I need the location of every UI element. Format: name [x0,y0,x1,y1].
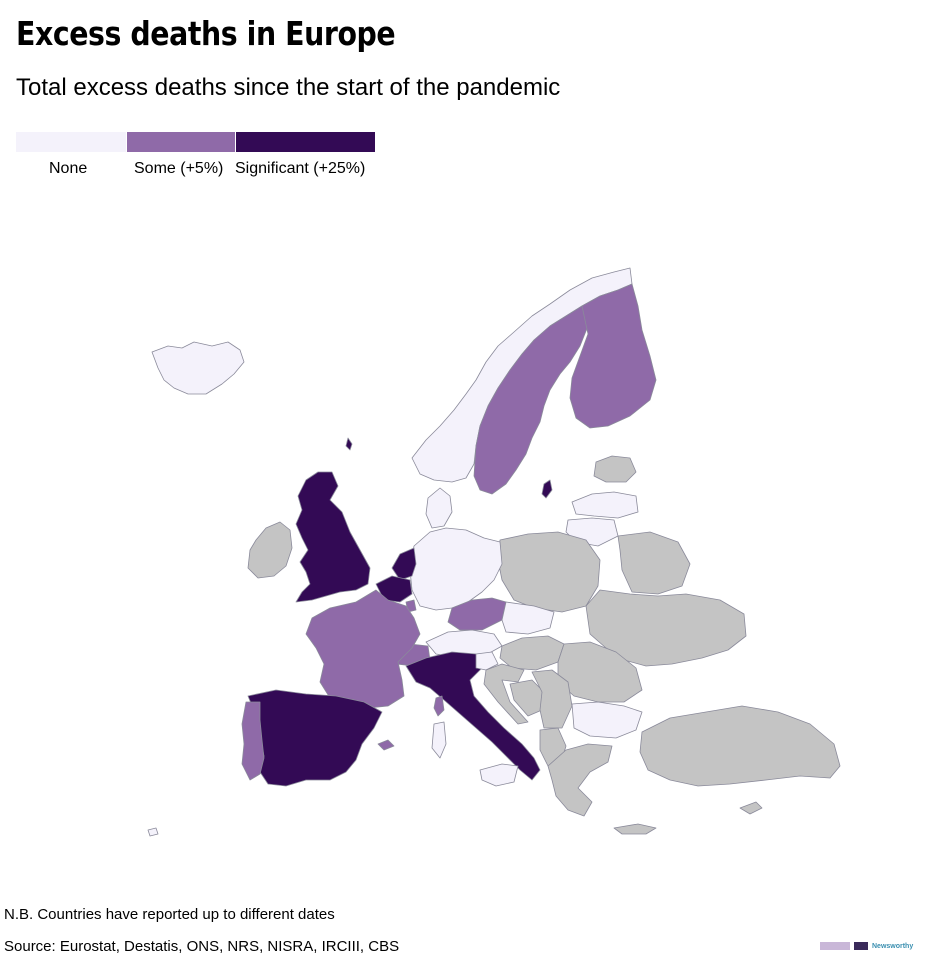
region-finland [569,283,657,429]
region-estonia [593,455,637,483]
region-turkey [639,705,841,787]
legend-label-some: Some (+5%) [134,160,224,177]
region-united-kingdom [295,471,371,603]
map-subtitle: Total excess deaths since the start of t… [16,74,561,101]
region-germany [409,527,503,611]
region-hungary [499,635,565,671]
region-iceland [151,341,245,395]
region-bulgaria [571,701,643,739]
brand-logos: Newsworthy [820,942,913,950]
region-greece [547,743,613,817]
region-slovakia [501,601,555,635]
legend-label-none: None [49,160,88,177]
region-ireland [247,521,293,579]
region-slovenia [475,651,499,671]
footnote: N.B. Countries have reported up to diffe… [4,906,335,923]
map-title: Excess deaths in Europe [16,14,396,53]
region-latvia [571,491,639,519]
region-crete [613,823,657,835]
region-croatia [483,663,529,725]
newsworthy-logo: Newsworthy [872,942,914,950]
region-spain [247,689,383,787]
partner-logo-icon [820,942,850,950]
europe-map [147,267,841,837]
region-cyprus [739,801,763,815]
legend-swatch-none [16,132,126,152]
region-corsica [433,695,445,717]
region-sicily [479,763,519,787]
region-sweden [473,305,589,495]
region-portugal [241,701,265,781]
legend-swatch-significant [236,132,375,152]
region-denmark [425,487,453,529]
legend-swatch-some [127,132,235,152]
region-poland [497,531,601,613]
region-gotland [541,479,553,499]
region-france [305,589,421,709]
region-serbia [531,669,573,729]
region-sardinia [431,721,447,759]
region-belarus [617,531,691,595]
region-balearic [377,739,395,751]
source-credit: Source: Eurostat, Destatis, ONS, NRS, NI… [4,938,400,955]
legend-label-significant: Significant (+25%) [235,160,366,177]
partner-logo-icon-2 [854,942,868,950]
region-islet [147,827,159,837]
region-shetland [345,437,353,451]
region-netherlands [391,547,417,581]
